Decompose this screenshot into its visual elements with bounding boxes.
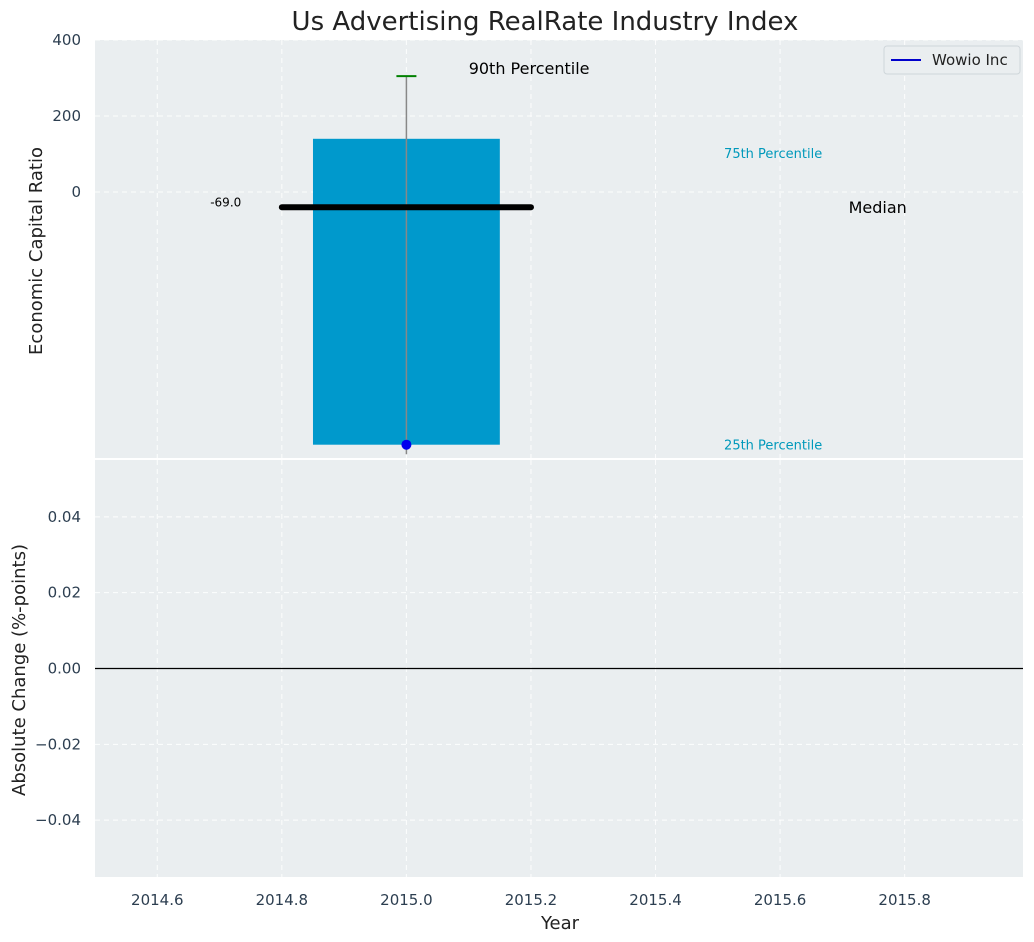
legend-box [883,45,1021,75]
x-tick-label: 2015.4 [629,891,682,909]
bottom-panel-marks [95,458,1023,670]
axis-ticks: 0 200 400 −0.04 −0.02 0.00 0.02 0.04 2014.6 2014.… [35,31,931,909]
x-tick-label: 2014.8 [256,891,309,909]
legend-label-wowio: Wowio Inc [932,51,1008,69]
x-tick-label: 2015.8 [878,891,931,909]
annotation-25th-percentile: 25th Percentile [724,438,822,453]
x-tick-label: 2014.6 [131,891,184,909]
annotation-company-value: -69.0 [210,195,241,209]
bottom-y-tick-label: −0.02 [35,735,81,753]
bottom-y-tick-label: 0.02 [48,584,81,602]
x-tick-label: 2015.2 [505,891,558,909]
top-y-tick-label: 0 [71,183,81,201]
company-point [401,439,412,450]
bottom-y-tick-label: 0.00 [48,660,81,678]
top-y-axis-label: Economic Capital Ratio [26,147,47,355]
chart-title: Us Advertising RealRate Industry Index [292,7,799,37]
top-panel-marks: 90th Percentile 75th Percentile Median 25th… [210,59,907,455]
annotation-90th-percentile: 90th Percentile [469,59,590,78]
top-y-tick-label: 400 [52,31,81,49]
bottom-y-tick-label: 0.04 [48,508,81,526]
top-panel-background [95,40,1023,458]
x-axis-label: Year [540,913,580,934]
top-y-tick-label: 200 [52,107,81,125]
annotation-75th-percentile: 75th Percentile [724,147,822,162]
x-tick-label: 2015.0 [380,891,433,909]
legend: Wowio Inc [883,45,1021,75]
annotation-median: Median [849,198,907,217]
bottom-y-axis-label: Absolute Change (%-points) [9,544,30,796]
x-tick-label: 2015.6 [754,891,807,909]
bottom-y-tick-label: −0.04 [35,811,81,829]
